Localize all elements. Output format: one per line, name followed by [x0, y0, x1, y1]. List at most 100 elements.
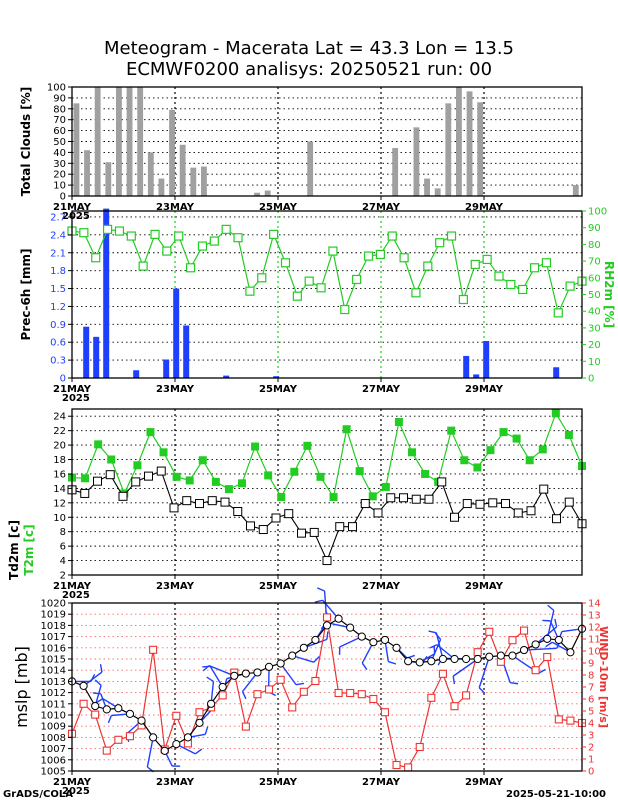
ytick-label: 0 [60, 374, 66, 385]
wind-barb-staff [546, 610, 555, 639]
td2m-point [399, 493, 408, 503]
rh-point [91, 253, 101, 263]
rh-point [209, 236, 219, 246]
td2m-point [220, 497, 230, 507]
t2m-point [473, 463, 482, 472]
wind-point [79, 699, 88, 708]
wind-point [473, 648, 482, 657]
footer-left-label: GrADS/COLA [3, 789, 73, 800]
ytick-label: 0 [60, 192, 66, 203]
rh-point [280, 258, 291, 268]
ytick-label: 1011 [41, 699, 66, 710]
y2tick-label: 2 [588, 743, 594, 754]
wind-point [299, 687, 308, 696]
ytick-label: 8 [60, 527, 66, 538]
wind-point [508, 636, 517, 645]
mslp-point [288, 651, 297, 660]
wind-point [462, 691, 471, 700]
wind-barb-flag [95, 698, 104, 704]
td2m-point [564, 497, 574, 507]
wind-point [438, 669, 447, 678]
mslp-point [172, 740, 181, 749]
cloud-bar [254, 192, 260, 196]
t2m-point [224, 485, 233, 494]
wind-barb-flag [554, 618, 558, 627]
y2tick-label: 7 [588, 683, 594, 694]
rh-point [186, 263, 196, 273]
xtick-label: 29MAY [465, 202, 504, 213]
y2tick-label: 10 [588, 357, 601, 368]
ytick-label: 0.9 [50, 320, 66, 331]
ytick-label: 1012 [41, 688, 66, 699]
td2m-point [335, 522, 345, 532]
wind-barb-flag [545, 641, 553, 648]
mslp-point [160, 746, 169, 755]
ytick-label: 18 [53, 455, 66, 466]
ylabel: Prec-6h [mm] [19, 249, 33, 341]
t2m-point [146, 428, 155, 437]
wind-point [519, 626, 529, 635]
ytick-label: 1.8 [50, 266, 66, 277]
y2tick-label: 90 [588, 223, 601, 234]
y2label: RH2m [%] [602, 261, 616, 328]
cloud-bar [105, 162, 112, 196]
y2tick-label: 10 [588, 647, 601, 658]
panel-clouds [68, 86, 583, 200]
mslp-point [496, 651, 505, 660]
td2m-point [450, 512, 459, 522]
td2m-point [539, 484, 549, 494]
rh-point [162, 246, 172, 256]
mslp-point [485, 652, 494, 661]
y2tick-label: 80 [588, 240, 601, 251]
wind-barb-flag [326, 631, 329, 640]
cloud-bar [445, 103, 452, 196]
mslp-point [357, 632, 366, 641]
td2m-point [118, 491, 128, 501]
mslp-point [125, 709, 135, 718]
xtick-label: 25MAY [259, 384, 298, 395]
y2tick-label: 4 [588, 719, 594, 730]
t2m-point [447, 426, 456, 435]
wind-barb-staff [452, 658, 479, 677]
wind-barb-flag [241, 691, 247, 700]
precip-bar [273, 376, 280, 378]
wind-point [357, 690, 366, 699]
xtick-label: 29MAY [465, 581, 504, 592]
rh-point [399, 253, 409, 263]
mslp-point [264, 662, 274, 671]
wind-barb-flag [94, 679, 102, 686]
ytick-label: 50 [53, 137, 66, 148]
cloud-bar [392, 148, 399, 196]
ytick-label: 80 [53, 104, 66, 115]
rh-point [102, 224, 113, 234]
wind-point [195, 708, 204, 717]
ytick-label: 1007 [41, 744, 66, 755]
td2m-point [462, 499, 472, 509]
mslp-point [508, 651, 517, 660]
ytick-label: 70 [53, 115, 66, 126]
xtick-label: 27MAY [362, 581, 401, 592]
mslp-point [276, 659, 285, 668]
td2m-point [386, 493, 396, 503]
xtick-label: 27MAY [362, 777, 401, 788]
td2m-point [526, 506, 536, 516]
t2m-point [394, 417, 403, 426]
td2m-point [246, 521, 255, 531]
wind-barb-flag [92, 692, 101, 695]
mslp-point [404, 657, 413, 666]
panel-frame [71, 408, 583, 576]
ytick-label: 1016 [41, 643, 66, 654]
ytick-label: 1006 [41, 755, 66, 766]
rh-point [352, 274, 362, 285]
y2tick-label: 20 [588, 340, 601, 351]
td2m-point [93, 476, 102, 486]
wind-point [125, 732, 135, 741]
ytick-label: 2.7 [50, 212, 66, 223]
y2tick-label: 60 [588, 273, 601, 284]
rh-point [328, 246, 338, 256]
mslp-point [473, 654, 482, 664]
t2m-point [486, 446, 495, 455]
rh-point [553, 308, 563, 318]
rh-point [446, 231, 457, 241]
cloud-bar [169, 109, 175, 196]
